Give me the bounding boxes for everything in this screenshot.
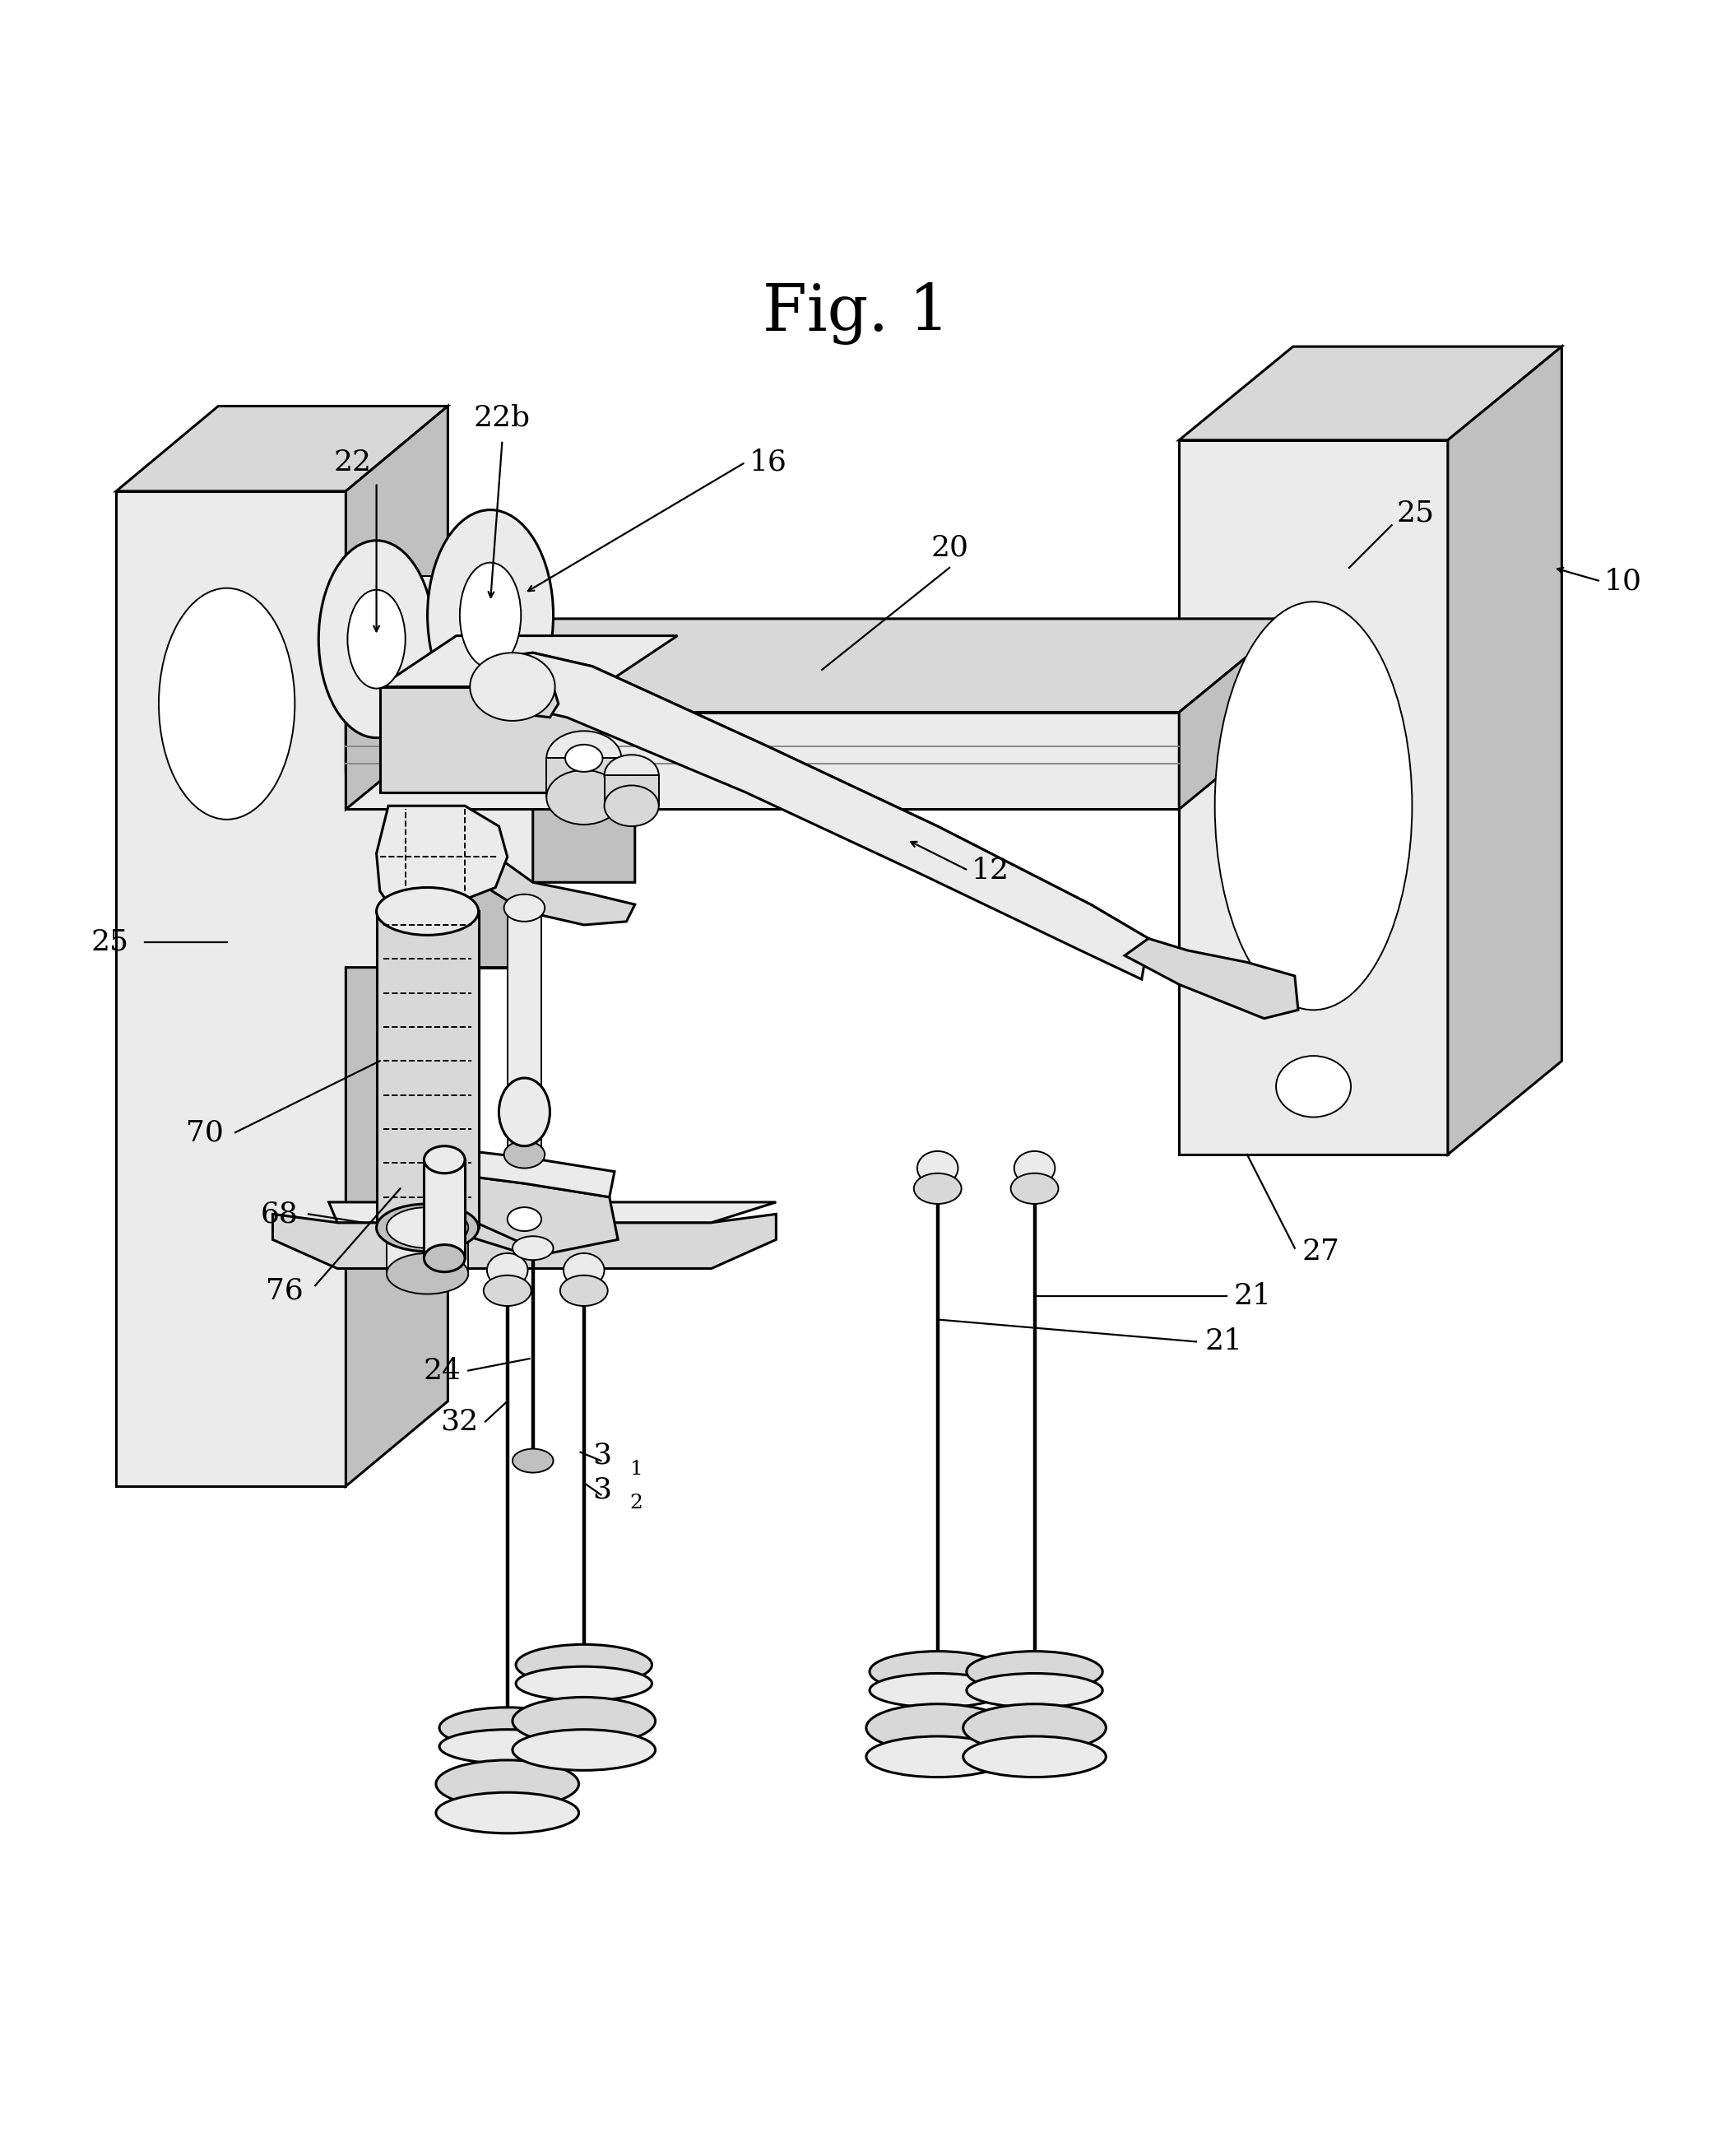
Text: 12: 12 (972, 856, 1010, 884)
Polygon shape (377, 912, 478, 1227)
Polygon shape (116, 405, 449, 492)
Ellipse shape (964, 1736, 1106, 1777)
Polygon shape (272, 1214, 776, 1268)
Text: 76: 76 (265, 1276, 303, 1304)
Polygon shape (346, 405, 635, 1485)
Text: 68: 68 (260, 1201, 298, 1229)
Ellipse shape (512, 1729, 656, 1770)
Ellipse shape (503, 895, 544, 921)
Polygon shape (1180, 619, 1293, 808)
Ellipse shape (425, 1147, 466, 1173)
Polygon shape (387, 1227, 469, 1274)
Polygon shape (604, 776, 659, 806)
Ellipse shape (967, 1651, 1103, 1692)
Ellipse shape (515, 1667, 652, 1701)
Text: 1: 1 (630, 1460, 642, 1479)
Text: 24: 24 (423, 1356, 462, 1384)
Polygon shape (490, 653, 1149, 955)
Ellipse shape (1014, 1151, 1055, 1186)
Polygon shape (377, 576, 490, 703)
Polygon shape (546, 759, 621, 798)
Ellipse shape (159, 589, 294, 819)
Ellipse shape (428, 509, 553, 720)
Ellipse shape (918, 1151, 959, 1186)
Polygon shape (394, 1166, 618, 1257)
Text: 10: 10 (1604, 567, 1642, 595)
Ellipse shape (914, 1173, 962, 1203)
Text: 25: 25 (91, 927, 128, 955)
Polygon shape (484, 653, 1149, 979)
Ellipse shape (377, 888, 478, 936)
Ellipse shape (437, 1759, 579, 1807)
Text: 25: 25 (1397, 500, 1435, 528)
Polygon shape (346, 711, 1180, 808)
Ellipse shape (425, 1244, 466, 1272)
Ellipse shape (461, 563, 520, 668)
Polygon shape (329, 1203, 776, 1222)
Text: 16: 16 (748, 448, 786, 476)
Ellipse shape (498, 1078, 550, 1147)
Polygon shape (425, 1160, 466, 1259)
Ellipse shape (348, 591, 406, 688)
Ellipse shape (866, 1736, 1008, 1777)
Polygon shape (394, 1143, 615, 1197)
Ellipse shape (870, 1651, 1005, 1692)
Text: 22b: 22b (474, 403, 531, 431)
Text: 27: 27 (1301, 1238, 1339, 1266)
Text: 70: 70 (185, 1119, 223, 1147)
Polygon shape (380, 688, 601, 791)
Ellipse shape (507, 1207, 541, 1231)
Ellipse shape (377, 1203, 478, 1250)
Ellipse shape (483, 1276, 531, 1307)
Ellipse shape (870, 1673, 1005, 1708)
Ellipse shape (866, 1703, 1008, 1751)
Ellipse shape (604, 755, 659, 796)
Ellipse shape (560, 1276, 608, 1307)
Ellipse shape (512, 1235, 553, 1259)
Ellipse shape (565, 744, 603, 772)
Ellipse shape (387, 1207, 469, 1248)
Text: 20: 20 (931, 533, 969, 561)
Ellipse shape (604, 785, 659, 826)
Text: 3: 3 (592, 1442, 611, 1470)
Polygon shape (377, 806, 507, 912)
Polygon shape (507, 908, 541, 1156)
Ellipse shape (440, 1729, 575, 1764)
Ellipse shape (515, 1645, 652, 1686)
Text: 21: 21 (1234, 1283, 1272, 1309)
Polygon shape (466, 843, 635, 925)
Ellipse shape (546, 731, 621, 785)
Ellipse shape (387, 1253, 469, 1294)
Ellipse shape (964, 1703, 1106, 1751)
Polygon shape (1180, 440, 1448, 1156)
Text: 3: 3 (592, 1475, 611, 1503)
Ellipse shape (437, 1792, 579, 1833)
Polygon shape (346, 619, 461, 808)
Ellipse shape (318, 541, 435, 737)
Text: 22: 22 (334, 448, 372, 476)
Polygon shape (1180, 347, 1561, 440)
Text: 21: 21 (1205, 1328, 1243, 1356)
Polygon shape (116, 492, 532, 1485)
Ellipse shape (486, 1253, 527, 1287)
Ellipse shape (1275, 1056, 1351, 1117)
Text: 2: 2 (630, 1494, 644, 1514)
Polygon shape (346, 619, 1293, 711)
Ellipse shape (503, 1141, 544, 1169)
Ellipse shape (967, 1673, 1103, 1708)
Text: Fig. 1: Fig. 1 (762, 282, 950, 345)
Ellipse shape (546, 770, 621, 824)
Ellipse shape (512, 1449, 553, 1473)
Polygon shape (1448, 347, 1561, 1156)
Ellipse shape (440, 1708, 575, 1749)
Ellipse shape (1010, 1173, 1058, 1203)
Ellipse shape (512, 1697, 656, 1744)
Polygon shape (380, 636, 678, 688)
Text: 32: 32 (440, 1408, 478, 1436)
Ellipse shape (471, 653, 555, 720)
Polygon shape (484, 677, 558, 718)
Ellipse shape (563, 1253, 604, 1287)
Polygon shape (1125, 938, 1298, 1018)
Ellipse shape (1216, 602, 1412, 1009)
